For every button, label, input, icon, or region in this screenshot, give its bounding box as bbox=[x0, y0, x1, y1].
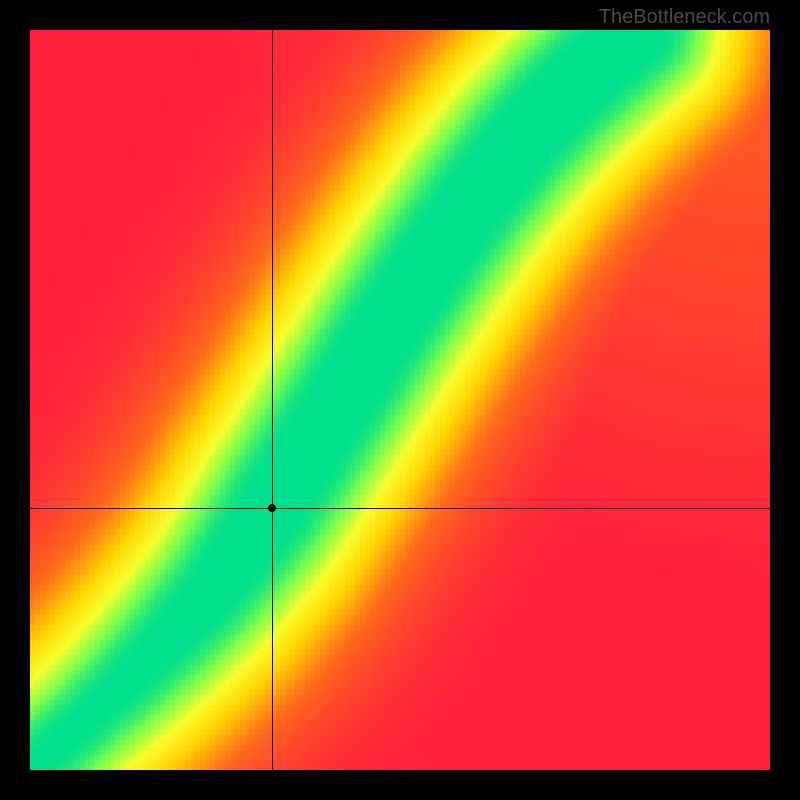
crosshair-vertical bbox=[272, 30, 273, 770]
crosshair-horizontal bbox=[30, 508, 770, 509]
crosshair-marker bbox=[268, 504, 276, 512]
bottleneck-heatmap bbox=[30, 30, 770, 770]
heatmap-canvas bbox=[30, 30, 770, 770]
watermark-text: TheBottleneck.com bbox=[599, 6, 770, 29]
